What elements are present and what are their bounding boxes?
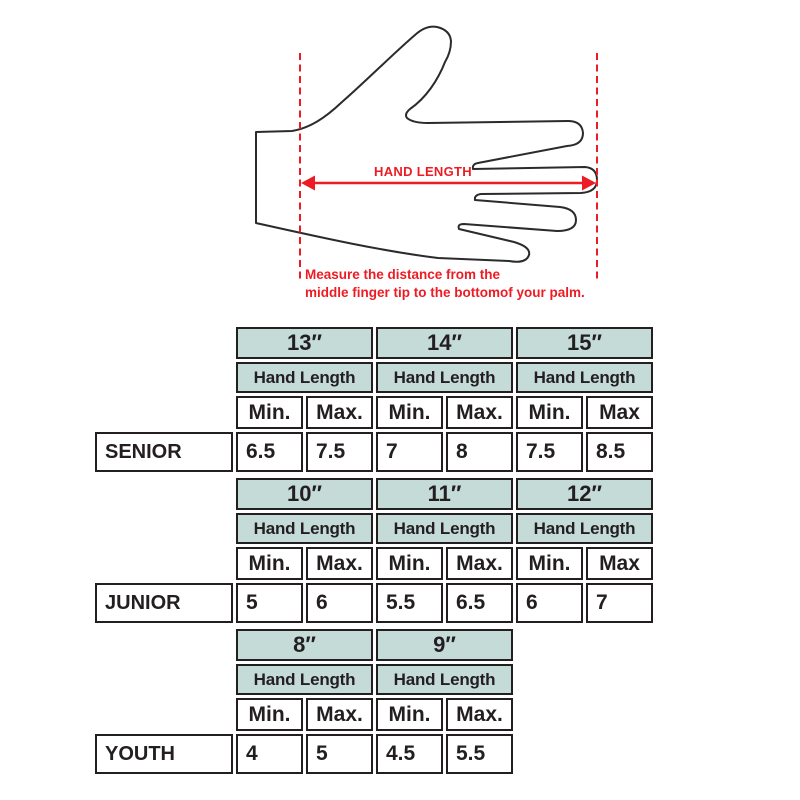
min-header: Min.	[236, 547, 303, 580]
hand-length-header: Hand Length	[236, 664, 373, 695]
min-header: Min.	[516, 547, 583, 580]
measure-caption-line-2: middle finger tip to the bottomof your p…	[305, 285, 585, 300]
min-value: 4	[236, 734, 303, 774]
size-header: 8″	[236, 629, 373, 661]
hand-length-arrow	[301, 175, 596, 191]
min-header: Min.	[236, 396, 303, 429]
max-value: 7.5	[306, 432, 373, 472]
spacer-cell	[95, 629, 233, 661]
max-value: 6	[306, 583, 373, 623]
max-header: Max.	[446, 396, 513, 429]
size-header: 14″	[376, 327, 513, 359]
max-header: Max.	[446, 547, 513, 580]
spacer-cell	[95, 664, 233, 695]
spacer-cell	[95, 327, 233, 359]
spacer-cell	[95, 547, 233, 580]
min-header: Min.	[376, 547, 443, 580]
size-header: 12″	[516, 478, 653, 510]
youth-size-table: 8″ 9″ Hand Length Hand Length Min. Max. …	[92, 626, 516, 777]
max-value: 8	[446, 432, 513, 472]
max-header: Max.	[446, 698, 513, 731]
max-value: 8.5	[586, 432, 653, 472]
min-header: Min.	[516, 396, 583, 429]
size-header: 10″	[236, 478, 373, 510]
min-value: 5.5	[376, 583, 443, 623]
row-label-junior: JUNIOR	[95, 583, 233, 623]
hand-length-header: Hand Length	[236, 513, 373, 544]
max-value: 5	[306, 734, 373, 774]
max-value: 7	[586, 583, 653, 623]
min-value: 7.5	[516, 432, 583, 472]
hand-length-header: Hand Length	[376, 362, 513, 393]
senior-size-table: 13″ 14″ 15″ Hand Length Hand Length Hand…	[92, 324, 656, 475]
max-header: Max.	[306, 698, 373, 731]
max-value: 5.5	[446, 734, 513, 774]
max-header: Max.	[306, 396, 373, 429]
min-header: Min.	[376, 698, 443, 731]
hand-length-header: Hand Length	[516, 513, 653, 544]
min-value: 6.5	[236, 432, 303, 472]
hand-length-label: HAND LENGTH	[374, 164, 472, 179]
min-value: 7	[376, 432, 443, 472]
max-header: Max.	[306, 547, 373, 580]
spacer-cell	[95, 478, 233, 510]
measure-caption: Measure the distance from the middle fin…	[305, 266, 585, 302]
max-value: 6.5	[446, 583, 513, 623]
hand-length-header: Hand Length	[236, 362, 373, 393]
hand-measurement-diagram: HAND LENGTH	[255, 25, 598, 282]
spacer-cell	[95, 698, 233, 731]
spacer-cell	[95, 513, 233, 544]
spacer-cell	[95, 362, 233, 393]
size-header: 9″	[376, 629, 513, 661]
hand-length-header: Hand Length	[516, 362, 653, 393]
hand-length-header: Hand Length	[376, 513, 513, 544]
row-label-senior: SENIOR	[95, 432, 233, 472]
min-header: Min.	[376, 396, 443, 429]
max-header: Max	[586, 547, 653, 580]
row-label-youth: YOUTH	[95, 734, 233, 774]
size-header: 15″	[516, 327, 653, 359]
min-value: 5	[236, 583, 303, 623]
size-header: 11″	[376, 478, 513, 510]
hand-outline	[255, 25, 598, 263]
measure-caption-line-1: Measure the distance from the	[305, 267, 501, 282]
spacer-cell	[95, 396, 233, 429]
junior-size-table: 10″ 11″ 12″ Hand Length Hand Length Hand…	[92, 475, 656, 626]
min-header: Min.	[236, 698, 303, 731]
min-value: 6	[516, 583, 583, 623]
max-header: Max	[586, 396, 653, 429]
hand-length-header: Hand Length	[376, 664, 513, 695]
size-header: 13″	[236, 327, 373, 359]
min-value: 4.5	[376, 734, 443, 774]
